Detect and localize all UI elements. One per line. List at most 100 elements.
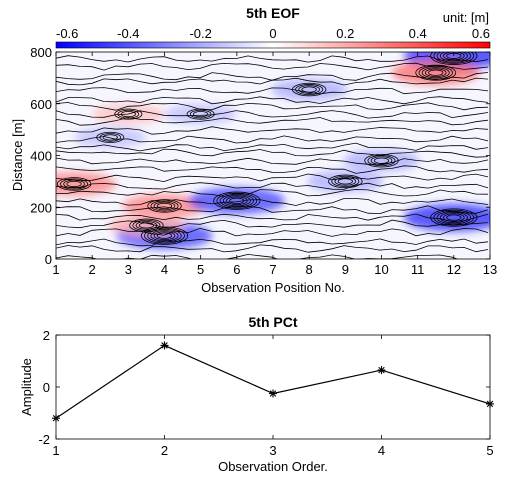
eof-contour-line [56, 96, 489, 105]
eof-contour-ring [430, 52, 478, 65]
pct-y-tick-label: 2 [43, 328, 50, 343]
eof-contour-ring [60, 178, 89, 190]
eof-field-blob [74, 126, 147, 148]
pct-y-ticks: -2 0 2 [38, 328, 490, 447]
pct-point-marker [160, 341, 169, 350]
eof-x-tick-label: 7 [269, 262, 276, 277]
colorbar-tick-label: -0.4 [117, 26, 139, 41]
eof-contour-line [56, 55, 489, 63]
eof-contour-ring [439, 212, 468, 224]
eof-contour-ring [144, 227, 185, 244]
eof-contour-line [56, 102, 489, 111]
pct-series [52, 341, 494, 423]
eof-x-tick-label: 3 [125, 262, 132, 277]
eof-y-tick-label: 200 [30, 200, 52, 215]
eof-contour-ring [219, 194, 255, 208]
eof-contour-ring [373, 157, 390, 164]
eof-contour-ring [301, 86, 317, 93]
eof-contour-ring [193, 111, 209, 118]
eof-contour-ring [132, 219, 161, 231]
eof-contour-line [56, 198, 489, 206]
eof-y-tick-label: 600 [30, 97, 52, 112]
eof-contour-line [56, 62, 489, 71]
eof-field-blob [122, 193, 207, 218]
eof-contour-ring [364, 153, 399, 168]
eof-x-tick-label: 5 [197, 262, 204, 277]
eof-contour-line [56, 213, 489, 222]
colorbar-tick-label: 0 [269, 26, 276, 41]
eof-y-axis-label: Distance [m] [10, 119, 25, 191]
eof-contour-ring [430, 208, 478, 227]
eof-x-ticks: 1 2 3 4 5 6 7 8 9 10 11 12 13 [52, 52, 497, 277]
eof-contour-line [56, 173, 489, 183]
eof-contour-ring [129, 218, 164, 233]
eof-contour-ring [298, 85, 320, 94]
eof-x-tick-label: 8 [306, 262, 313, 277]
colorbar-tick-label: 0.2 [336, 26, 354, 41]
eof-x-tick-label: 9 [342, 262, 349, 277]
eof-contour-ring [63, 179, 85, 189]
eof-contour-ring [328, 174, 363, 189]
eof-plot-area [56, 52, 490, 259]
pct-x-tick-label: 4 [378, 443, 385, 458]
eof-field-blob [164, 103, 237, 125]
eof-contour-line [56, 188, 489, 198]
eof-contour-ring [229, 197, 245, 204]
eof-contour-ring [150, 230, 179, 242]
eof-contour-ring [189, 109, 212, 119]
pct-x-ticks: 1 2 3 4 5 [52, 335, 494, 458]
eof-x-tick-label: 13 [483, 262, 497, 277]
eof-contour-line [56, 142, 489, 152]
eof-contour-ring [140, 226, 189, 245]
eof-contour-ring [135, 221, 158, 230]
colorbar-tick-label: -0.2 [189, 26, 211, 41]
colorbar-tick-label: 0.4 [409, 26, 427, 41]
eof-contour-ring [156, 202, 173, 210]
eof-contour-ring [436, 52, 472, 63]
eof-contour-line [56, 238, 489, 247]
colorbar-tick-labels: -0.6 -0.4 -0.2 0 0.2 0.4 0.6 [56, 26, 490, 41]
eof-x-tick-label: 6 [233, 262, 240, 277]
pct-point-marker [377, 366, 386, 375]
eof-contour-ring [120, 111, 136, 118]
eof-contour-line [56, 135, 489, 144]
eof-contour-line [56, 157, 489, 165]
eof-contour-ring [370, 156, 393, 165]
eof-y-tick-label: 0 [45, 252, 52, 267]
pct-axes-box [55, 334, 491, 440]
eof-contour-ring [150, 200, 179, 212]
eof-contour-ring [222, 195, 251, 207]
pct-x-tick-label: 3 [269, 443, 276, 458]
eof-contour-ring [147, 229, 182, 243]
eof-contour-ring [331, 175, 360, 187]
eof-field-blob [391, 60, 480, 86]
pct-line [55, 344, 491, 419]
pct-y-tick-label: 0 [43, 380, 50, 395]
eof-contour-ring [56, 177, 92, 191]
eof-contour-ring [337, 178, 353, 185]
pct-x-axis-label: Observation Order. [218, 459, 328, 474]
eof-x-tick-label: 10 [374, 262, 388, 277]
eof-y-tick-label: 400 [30, 149, 52, 164]
eof-contour-ring [291, 82, 327, 97]
pct-y-tick-label: -2 [38, 432, 50, 447]
eof-contour-ring [216, 192, 258, 209]
eof-contour-line [56, 126, 489, 135]
eof-contour-ring [114, 108, 143, 120]
eof-y-ticks: 0 200 400 600 800 [30, 45, 490, 267]
eof-contour-ring [153, 201, 176, 211]
pct-x-tick-label: 2 [161, 443, 168, 458]
eof-x-tick-label: 11 [411, 262, 425, 277]
eof-contour-ring [153, 231, 176, 241]
eof-contour-ring [147, 199, 182, 213]
eof-contour-ring [66, 180, 82, 188]
pct-point-marker [269, 389, 277, 398]
eof-contour-ring [418, 65, 453, 80]
pct-x-tick-label: 5 [486, 443, 493, 458]
eof-x-axis-label: Observation Position No. [201, 280, 345, 295]
eof-contour-ring [226, 196, 248, 206]
eof-contour-ring [436, 210, 472, 225]
eof-contour-line [56, 182, 489, 190]
eof-contour-ring [439, 52, 468, 62]
